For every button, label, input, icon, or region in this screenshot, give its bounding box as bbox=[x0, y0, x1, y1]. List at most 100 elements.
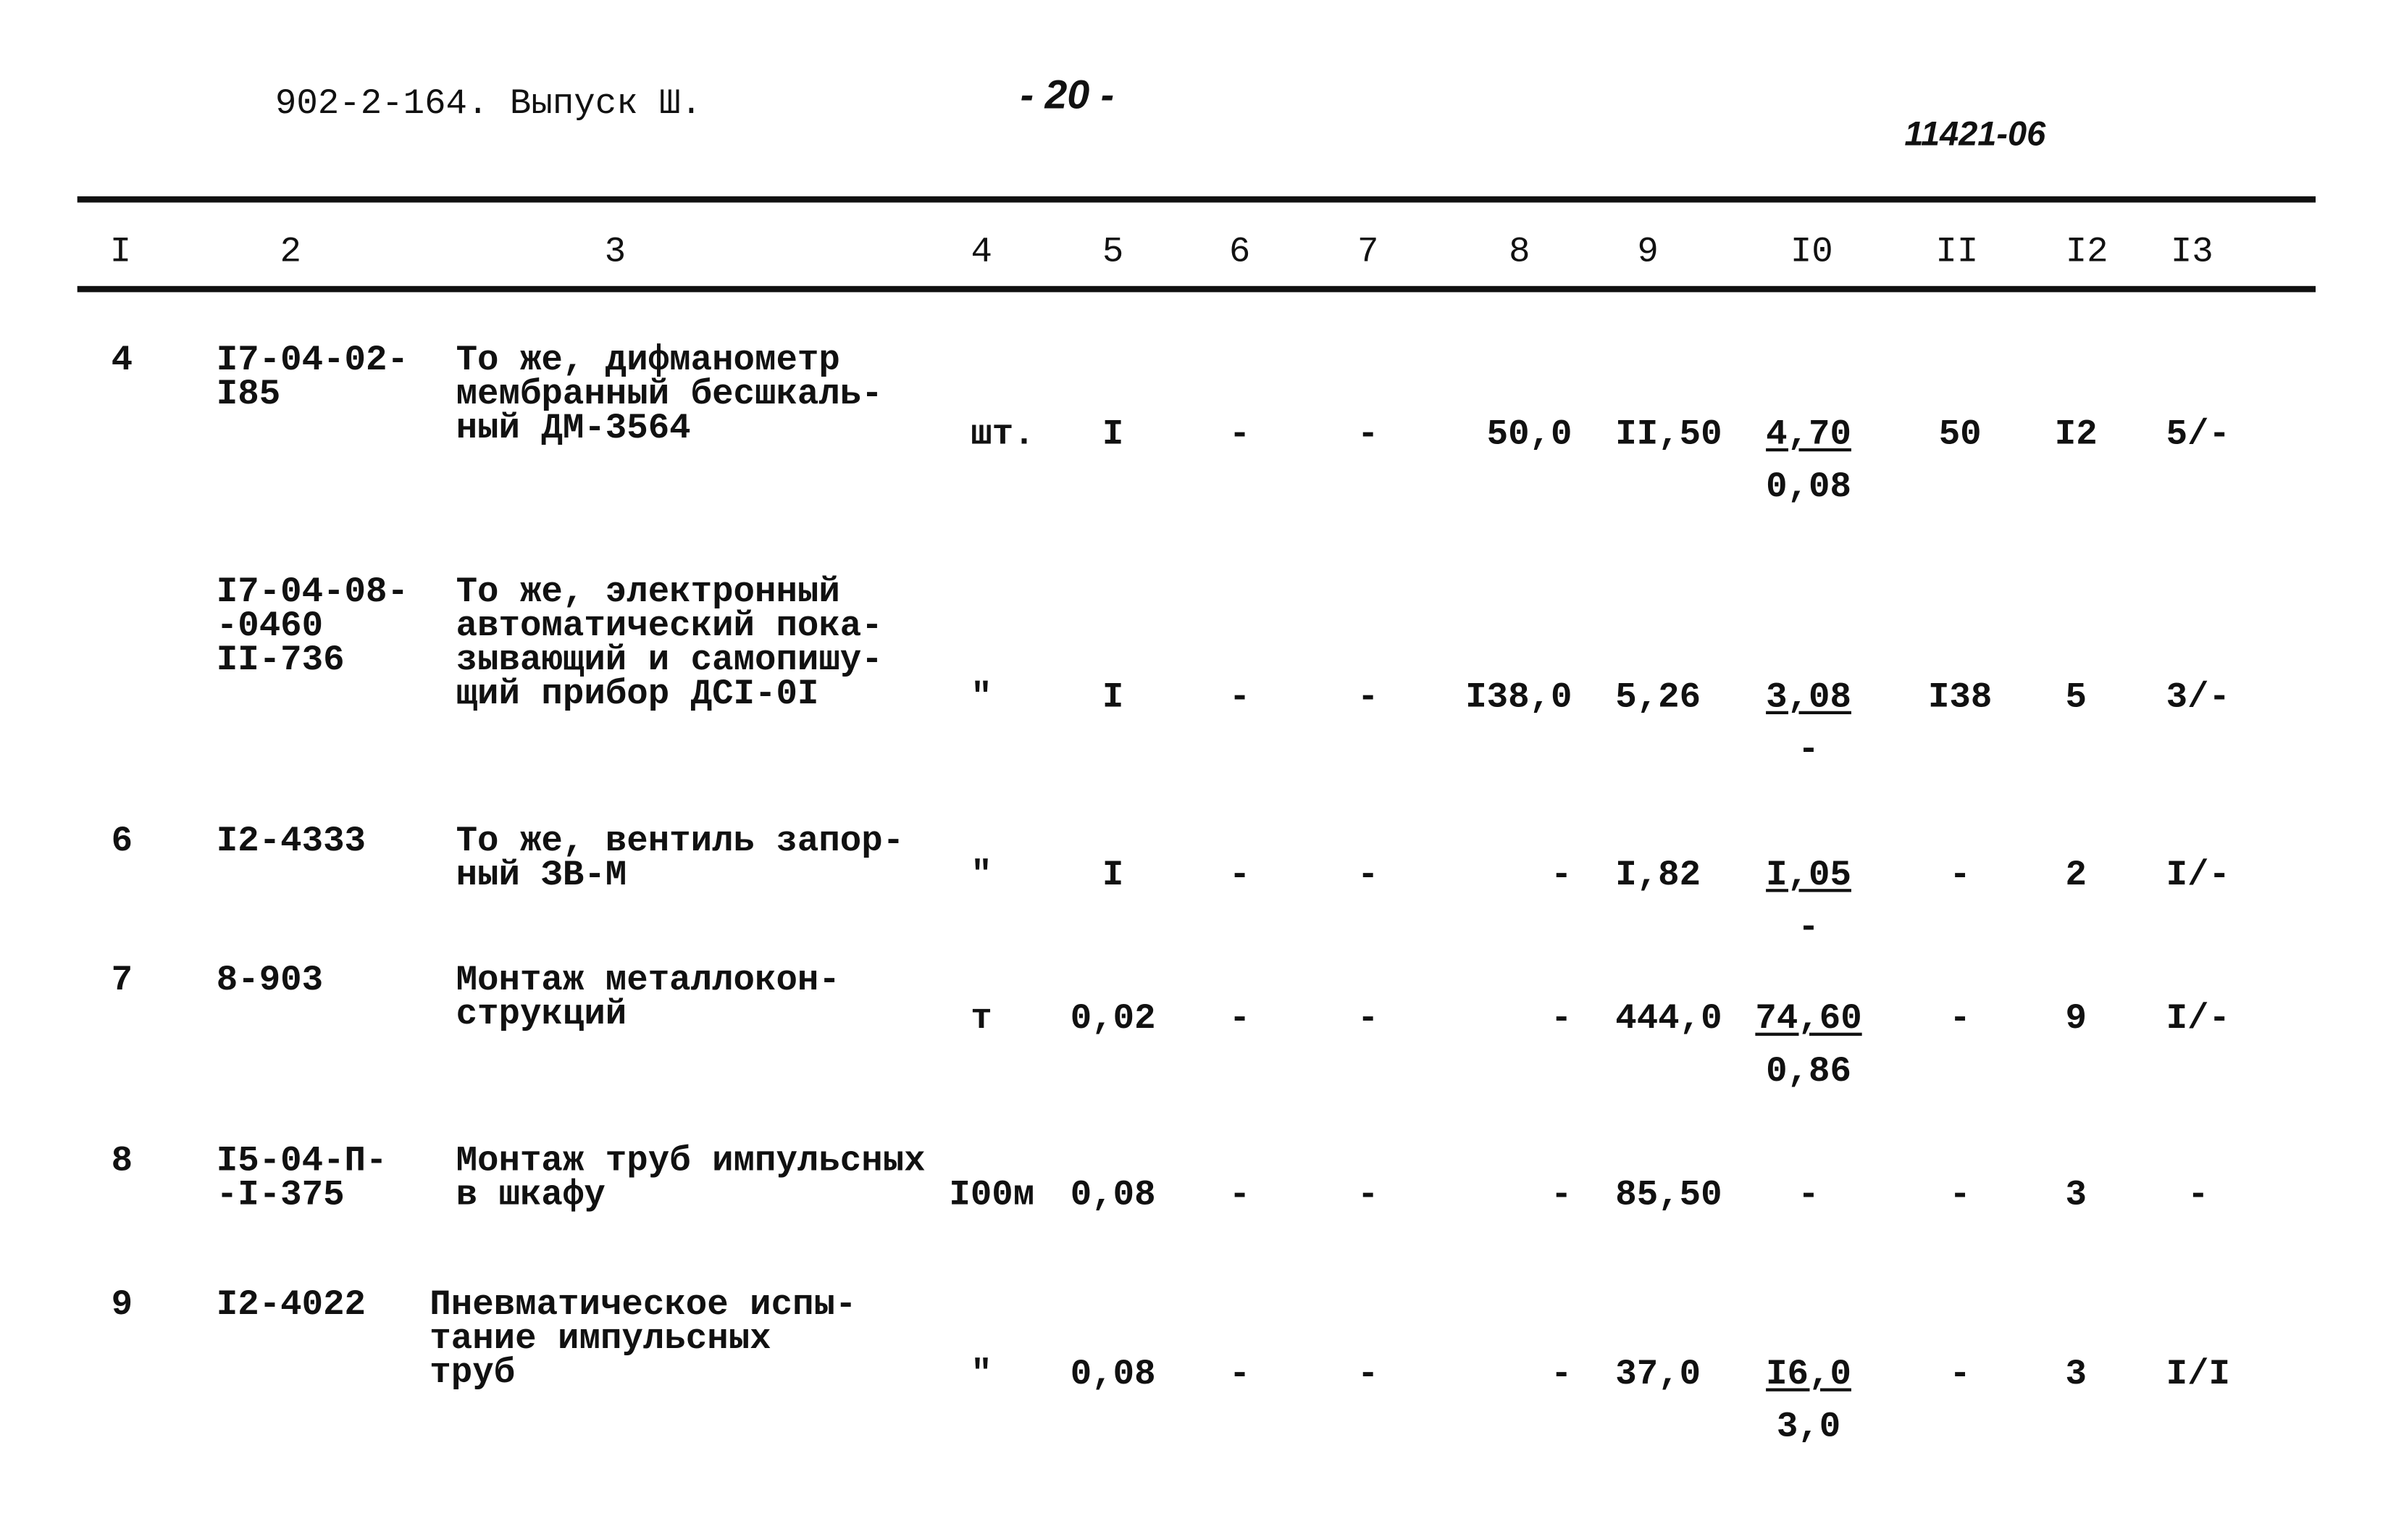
item-code: I7-04-08- bbox=[216, 572, 409, 613]
item-description: мембранный бесшкаль- bbox=[456, 374, 883, 414]
col-13: I/I bbox=[2166, 1354, 2231, 1395]
col-13: I/- bbox=[2166, 998, 2231, 1039]
col-6: - bbox=[1228, 855, 1251, 895]
col-13: - bbox=[2187, 1174, 2209, 1215]
quantity: 0,02 bbox=[1070, 998, 1156, 1039]
item-description: ный ДМ-3564 bbox=[456, 408, 691, 448]
col-8: 50,0 bbox=[1486, 414, 1572, 455]
item-description: тание импульсных bbox=[430, 1318, 771, 1359]
col-6: - bbox=[1228, 414, 1251, 455]
quantity: I bbox=[1102, 414, 1124, 455]
col-13: 3/- bbox=[2166, 677, 2231, 718]
unit: шт. bbox=[971, 414, 1035, 455]
col-7: - bbox=[1357, 1174, 1379, 1215]
col-7: - bbox=[1357, 414, 1379, 455]
col-8: - bbox=[1551, 1354, 1572, 1395]
item-description: То же, вентиль запор- bbox=[456, 821, 905, 861]
col-11: I38 bbox=[1927, 677, 1993, 718]
unit: " bbox=[971, 1354, 992, 1395]
item-description: щий прибор ДСI-0I bbox=[456, 674, 819, 715]
item-description: в шкафу bbox=[456, 1174, 606, 1215]
item-code: I2-4333 bbox=[216, 821, 366, 861]
col-11: - bbox=[1949, 1174, 1971, 1215]
item-description: труб bbox=[430, 1352, 516, 1393]
col-10-denominator: 3,0 bbox=[1776, 1407, 1841, 1447]
col-7: - bbox=[1357, 677, 1379, 718]
column-header-3: 3 bbox=[604, 232, 627, 272]
header-rule bbox=[77, 285, 2316, 293]
col-8: - bbox=[1551, 998, 1572, 1039]
item-code: II-736 bbox=[216, 640, 345, 681]
column-header-8: 8 bbox=[1509, 232, 1530, 272]
col-12: 9 bbox=[2065, 998, 2087, 1039]
column-header-13: I3 bbox=[2170, 232, 2213, 272]
col-11: - bbox=[1949, 1354, 1971, 1395]
item-description: зывающий и самопишу- bbox=[456, 640, 883, 681]
col-10-numerator: I6,0 bbox=[1766, 1354, 1851, 1395]
col-7: - bbox=[1357, 998, 1379, 1039]
col-13: 5/- bbox=[2166, 414, 2231, 455]
column-header-10: I0 bbox=[1790, 232, 1833, 272]
row-number: 8 bbox=[111, 1141, 133, 1181]
row-number: 7 bbox=[111, 960, 133, 1000]
col-13: I/- bbox=[2166, 855, 2231, 895]
col-10-denominator: 0,86 bbox=[1766, 1051, 1851, 1092]
unit: " bbox=[971, 855, 992, 895]
item-description: струкций bbox=[456, 994, 627, 1034]
item-description: ный ЗВ-М bbox=[456, 855, 627, 895]
col-9: 5,26 bbox=[1615, 677, 1701, 718]
item-code: I5-04-П- bbox=[216, 1141, 388, 1181]
item-description: автоматический пока- bbox=[456, 606, 883, 647]
item-description: Монтаж труб импульсных bbox=[456, 1141, 926, 1181]
row-number: 4 bbox=[111, 340, 133, 381]
row-number: 9 bbox=[111, 1284, 133, 1326]
col-11: 50 bbox=[1938, 414, 1982, 455]
col-9: 85,50 bbox=[1615, 1174, 1722, 1215]
col-12: 2 bbox=[2065, 855, 2087, 895]
column-header-6: 6 bbox=[1228, 232, 1251, 272]
col-7: - bbox=[1357, 855, 1379, 895]
col-12: 5 bbox=[2065, 677, 2087, 718]
item-code: I7-04-02- bbox=[216, 340, 409, 381]
unit: т bbox=[971, 998, 992, 1039]
column-header-11: II bbox=[1935, 232, 1979, 272]
column-header-9: 9 bbox=[1637, 232, 1659, 272]
col-10-denominator: 0,08 bbox=[1766, 466, 1851, 508]
unit: " bbox=[971, 677, 992, 718]
col-12: 3 bbox=[2065, 1354, 2087, 1395]
archive-number: 11421-06 bbox=[1904, 114, 2046, 154]
quantity: I bbox=[1102, 855, 1124, 895]
col-6: - bbox=[1228, 998, 1251, 1039]
col-6: - bbox=[1228, 677, 1251, 718]
item-code: I85 bbox=[216, 374, 281, 414]
col-11: - bbox=[1949, 998, 1971, 1039]
column-header-2: 2 bbox=[280, 232, 301, 272]
col-10-numerator: 3,08 bbox=[1766, 677, 1851, 718]
col-11: - bbox=[1949, 855, 1971, 895]
col-10-denominator: - bbox=[1798, 907, 1819, 948]
column-header-4: 4 bbox=[971, 232, 992, 272]
col-9: I,82 bbox=[1615, 855, 1701, 895]
quantity: 0,08 bbox=[1070, 1354, 1156, 1395]
page-number: - 20 - bbox=[1020, 71, 1115, 118]
col-9: II,50 bbox=[1615, 414, 1722, 455]
row-number: 6 bbox=[111, 821, 133, 861]
column-header-1: I bbox=[109, 232, 132, 272]
col-12: 3 bbox=[2065, 1174, 2087, 1215]
top-rule bbox=[77, 196, 2316, 203]
col-9: 444,0 bbox=[1615, 998, 1722, 1039]
col-9: 37,0 bbox=[1615, 1354, 1701, 1395]
col-6: - bbox=[1228, 1354, 1251, 1395]
col-6: - bbox=[1228, 1174, 1251, 1215]
col-10-numerator: I,05 bbox=[1766, 855, 1851, 895]
col-10-numerator: 74,60 bbox=[1755, 998, 1862, 1039]
item-description: Монтаж металлокон- bbox=[456, 960, 840, 1000]
col-10-numerator: - bbox=[1798, 1174, 1819, 1215]
column-header-12: I2 bbox=[2065, 232, 2108, 272]
item-code: -0460 bbox=[216, 606, 324, 647]
quantity: 0,08 bbox=[1070, 1174, 1156, 1215]
document-code: 902-2-164. Выпуск Ш. bbox=[275, 83, 703, 124]
col-7: - bbox=[1357, 1354, 1379, 1395]
item-code: 8-903 bbox=[216, 960, 324, 1000]
